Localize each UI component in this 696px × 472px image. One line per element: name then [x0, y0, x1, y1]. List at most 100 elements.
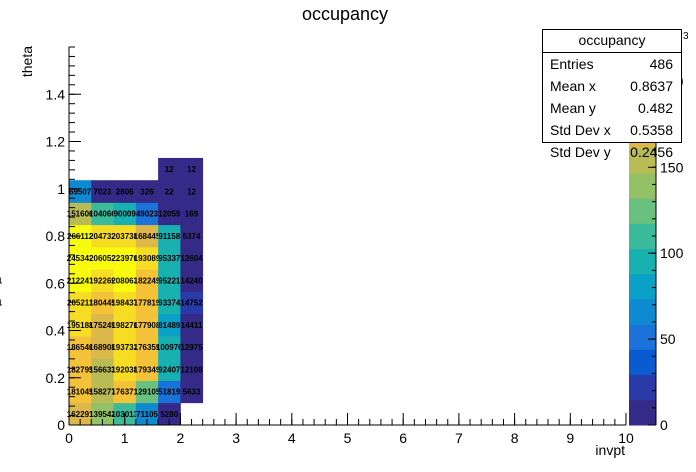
heatmap-cell: [91, 269, 114, 292]
cell-label: 186546: [67, 343, 94, 352]
cell-label: 182249: [134, 276, 161, 285]
heatmap-cell: [158, 313, 181, 337]
cell-label: 12059: [158, 210, 181, 219]
stats-value: 0.482: [637, 100, 673, 116]
cell-label: 129105: [134, 388, 161, 397]
heatmap-cell: [113, 246, 137, 270]
heatmap-cell: [135, 269, 159, 292]
cell-label: 12108: [180, 365, 203, 374]
stats-title: occupancy: [543, 30, 681, 53]
stats-value: 486: [649, 56, 673, 72]
x-tick-label: 0: [65, 430, 73, 446]
heatmap-cell: [113, 291, 137, 315]
palette-band: [629, 349, 656, 376]
x-tick-label: 10: [618, 430, 634, 446]
heatmap-cell: [69, 402, 92, 426]
heatmap-cell: [158, 380, 181, 404]
stats-row: Entries 486: [543, 53, 681, 75]
heatmap-cell: [113, 202, 137, 226]
cell-label: 139542: [89, 410, 116, 419]
heatmap-cell: [158, 202, 181, 226]
stats-row: Std Dev y 0.2456: [543, 141, 681, 163]
cell-label: 151606: [67, 210, 94, 219]
palette-band: [629, 324, 656, 350]
heatmap-cell: [69, 269, 92, 292]
cell-label: 168445: [134, 232, 161, 241]
heatmap-cell: [135, 202, 159, 226]
cell-label: 12: [165, 165, 174, 174]
heatmap-cell: [113, 180, 137, 203]
x-tick-label: 8: [511, 430, 519, 446]
heatmap-cell: [180, 246, 204, 270]
palette-tick-label: 0: [660, 417, 668, 433]
heatmap-cell: [91, 224, 114, 248]
cell-label: 245342: [67, 254, 94, 263]
heatmap-cell: [180, 291, 204, 315]
heatmap-cell: [158, 157, 181, 181]
stats-value: 0.5358: [630, 122, 673, 138]
heatmap-cell: [91, 402, 114, 426]
heatmap-cell: [180, 380, 204, 404]
palette-band: [629, 147, 656, 174]
cell-label: 182795: [67, 365, 94, 374]
x-tick-label: 7: [455, 430, 463, 446]
cell-label: 14240: [180, 276, 203, 285]
cell-label: 100976: [156, 343, 183, 352]
heatmap-cell: [135, 246, 159, 270]
cell-label: 12604: [180, 254, 203, 263]
x-tick-label: 4: [288, 430, 296, 446]
heatmap-cell: [180, 269, 204, 292]
cell-label: 169: [185, 210, 199, 219]
heatmap-cell: [158, 269, 181, 292]
cell-label: 92407: [158, 365, 181, 374]
cell-label: 5374: [183, 232, 201, 241]
palette-band: [629, 248, 656, 275]
heatmap-cell: [91, 291, 114, 315]
cell-label: 71105: [136, 410, 158, 419]
cell-label: 176371: [111, 388, 138, 397]
heatmap-cell: [180, 202, 204, 226]
cell-label: 168908: [89, 343, 116, 352]
y-tick-label: 0.8: [46, 228, 66, 244]
heatmap-cell: [180, 224, 204, 248]
heatmap-cell: [113, 269, 137, 292]
heatmap-cell: [158, 180, 181, 203]
cell-label: 5633: [183, 388, 201, 397]
cell-label: 198276: [111, 321, 138, 330]
stats-row: Std Dev x 0.5358: [543, 119, 681, 141]
y-tick-label: 1: [57, 181, 65, 197]
cell-label: 91158: [158, 232, 180, 241]
cell-label: 206052: [89, 254, 116, 263]
cell-label: 212241: [67, 276, 94, 285]
heatmap-cell: [180, 157, 204, 181]
cell-label: 90009: [114, 210, 137, 219]
cell-label: 1: [0, 276, 3, 285]
cell-label: 195188: [67, 321, 94, 330]
cell-label: 22: [165, 187, 174, 196]
heatmap-cell: [180, 180, 204, 203]
cell-label: 14752: [180, 299, 203, 308]
cell-label: 204732: [89, 232, 116, 241]
heatmap-cell: [91, 246, 114, 270]
palette-tick-label: 100: [660, 245, 684, 261]
cell-label: 69507: [69, 187, 92, 196]
cell-label: 156633: [89, 365, 116, 374]
heatmap-cell: [69, 291, 92, 315]
stats-label: Mean y: [550, 100, 596, 116]
cell-label: 181045: [67, 388, 94, 397]
cell-label: 177908: [134, 321, 161, 330]
palette-band: [629, 198, 656, 224]
palette-band: [629, 223, 656, 250]
heatmap-cell: [91, 313, 114, 337]
cell-label: 12975: [180, 343, 203, 352]
cell-label: 12: [187, 187, 196, 196]
heatmap-cell: [113, 224, 137, 248]
y-tick-label: 0.4: [46, 323, 66, 339]
y-tick-label: 1.2: [46, 134, 66, 150]
y-tick-label: 0.2: [46, 370, 66, 386]
stats-value: 0.8637: [630, 78, 673, 94]
stats-label: Mean x: [550, 78, 596, 94]
heatmap-cell: [69, 358, 92, 381]
